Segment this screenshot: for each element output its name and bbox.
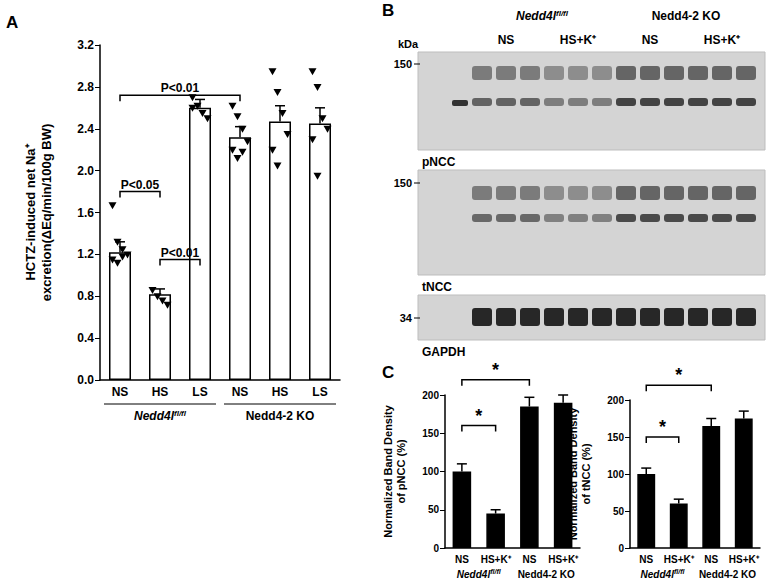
svg-text:kDa: kDa xyxy=(398,38,419,50)
svg-text:Nedd4-2 KO: Nedd4-2 KO xyxy=(699,569,756,580)
svg-text:HS: HS xyxy=(272,385,289,399)
svg-text:50: 50 xyxy=(428,504,440,515)
svg-text:pNCC: pNCC xyxy=(422,155,456,169)
svg-text:B: B xyxy=(382,1,394,20)
svg-text:Nedd4l: Nedd4l xyxy=(641,569,675,580)
svg-text:P<0.01: P<0.01 xyxy=(161,246,200,260)
svg-text:Nedd4-2 KO: Nedd4-2 KO xyxy=(652,9,721,23)
svg-text:NS: NS xyxy=(642,33,659,47)
svg-text:of tNCC (%): of tNCC (%) xyxy=(580,443,592,504)
svg-text:NS: NS xyxy=(455,554,469,565)
svg-text:0.4: 0.4 xyxy=(77,331,94,345)
svg-text:2.0: 2.0 xyxy=(77,164,94,178)
svg-text:100: 100 xyxy=(422,466,439,477)
svg-text:34: 34 xyxy=(400,312,413,324)
svg-text:fl/fl: fl/fl xyxy=(174,409,187,418)
svg-text:tNCC: tNCC xyxy=(422,280,452,294)
svg-text:200: 200 xyxy=(607,395,624,406)
svg-text:fl/fl: fl/fl xyxy=(556,9,569,18)
svg-text:*: * xyxy=(475,406,482,426)
svg-text:HS: HS xyxy=(152,385,169,399)
svg-text:fl/fl: fl/fl xyxy=(490,568,502,575)
svg-text:100: 100 xyxy=(607,469,624,480)
svg-text:NS: NS xyxy=(704,554,718,565)
svg-text:Nedd4l: Nedd4l xyxy=(516,9,557,23)
svg-text:GAPDH: GAPDH xyxy=(422,345,465,359)
svg-text:*: * xyxy=(675,365,682,385)
svg-text:A: A xyxy=(6,13,18,32)
svg-text:2.8: 2.8 xyxy=(77,80,94,94)
svg-text:HS+K⁺: HS+K⁺ xyxy=(481,554,512,565)
svg-text:NS: NS xyxy=(232,385,249,399)
svg-text:150: 150 xyxy=(607,432,624,443)
svg-text:150: 150 xyxy=(422,428,439,439)
svg-text:*: * xyxy=(659,417,666,437)
svg-text:0.0: 0.0 xyxy=(77,373,94,387)
svg-text:HS+K⁺: HS+K⁺ xyxy=(704,33,740,47)
svg-text:1.6: 1.6 xyxy=(77,206,94,220)
svg-text:Normalized Band Density: Normalized Band Density xyxy=(566,407,579,541)
svg-text:2.4: 2.4 xyxy=(77,122,94,136)
svg-text:excretion(ΔEq/min/100g BW): excretion(ΔEq/min/100g BW) xyxy=(39,124,54,302)
svg-text:NS: NS xyxy=(522,554,536,565)
svg-text:*: * xyxy=(492,360,499,380)
svg-text:C: C xyxy=(382,363,394,382)
svg-text:Normalized Band Density: Normalized Band Density xyxy=(382,404,394,538)
svg-text:HS+K⁺: HS+K⁺ xyxy=(729,554,760,565)
svg-text:0: 0 xyxy=(433,543,439,554)
svg-text:150: 150 xyxy=(394,177,412,189)
svg-text:of pNCC (%): of pNCC (%) xyxy=(395,439,407,503)
svg-text:Nedd4l: Nedd4l xyxy=(134,409,175,423)
svg-text:HS+K⁺: HS+K⁺ xyxy=(560,33,596,47)
svg-text:NS: NS xyxy=(112,385,129,399)
svg-text:HS+K⁺: HS+K⁺ xyxy=(548,554,579,565)
svg-text:50: 50 xyxy=(613,506,625,517)
svg-text:0.8: 0.8 xyxy=(77,289,94,303)
svg-text:150: 150 xyxy=(394,58,412,70)
svg-text:Nedd4-2 KO: Nedd4-2 KO xyxy=(246,409,315,423)
svg-text:HS+K⁺: HS+K⁺ xyxy=(664,554,695,565)
svg-text:NS: NS xyxy=(498,33,515,47)
svg-text:0: 0 xyxy=(618,543,624,554)
svg-text:1.2: 1.2 xyxy=(77,247,94,261)
svg-text:P<0.01: P<0.01 xyxy=(161,81,200,95)
svg-text:LS: LS xyxy=(192,385,207,399)
svg-text:Nedd4-2 KO: Nedd4-2 KO xyxy=(518,569,575,580)
svg-text:P<0.05: P<0.05 xyxy=(121,178,160,192)
svg-text:200: 200 xyxy=(422,390,439,401)
svg-text:fl/fl: fl/fl xyxy=(674,568,686,575)
svg-text:3.2: 3.2 xyxy=(77,38,94,52)
svg-text:HCTZ-induced net Na⁺: HCTZ-induced net Na⁺ xyxy=(23,143,38,280)
svg-text:LS: LS xyxy=(312,385,327,399)
svg-text:NS: NS xyxy=(639,554,653,565)
svg-text:Nedd4l: Nedd4l xyxy=(457,569,491,580)
